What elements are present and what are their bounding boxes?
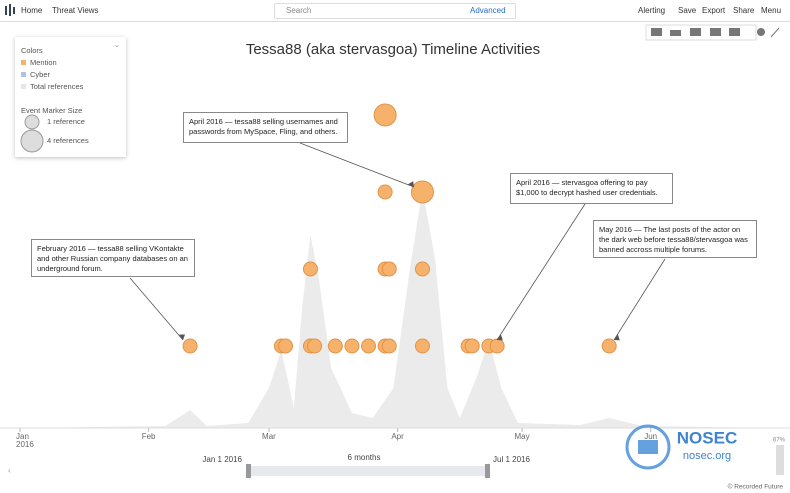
legend-size-label: 4 references (47, 136, 89, 145)
event-marker (601, 338, 617, 354)
legend-sizes: 1 reference 4 references (20, 114, 89, 153)
legend-title: Event Marker Size (21, 106, 83, 115)
legend-swatch (21, 60, 26, 65)
total-references-area (20, 190, 771, 428)
event-marker (414, 261, 430, 277)
legend-swatch (21, 84, 26, 89)
zoom-level: 67% (773, 438, 786, 444)
range-selection (248, 466, 488, 476)
event-marker (307, 338, 323, 354)
search-box[interactable] (274, 3, 516, 19)
event-marker (381, 261, 397, 277)
annotation: April 2016 — tessa88 selling usernames a… (183, 112, 348, 143)
zoom-slider[interactable] (776, 445, 784, 475)
legend-label[interactable]: Cyber (30, 70, 51, 79)
event-marker (373, 103, 397, 127)
x-tick-label: Jan (16, 432, 29, 441)
action-link[interactable]: Export (702, 6, 726, 15)
scroll-left[interactable]: ‹ (8, 466, 11, 475)
annotation: April 2016 — stervasgoa offering to pay … (510, 173, 673, 204)
x-tick-label: Jun (644, 432, 657, 441)
action-link[interactable]: Alerting (638, 6, 666, 15)
annotation-arrow (497, 334, 503, 341)
action-link[interactable]: Menu (761, 6, 782, 15)
legend-size-label: 1 reference (47, 117, 85, 126)
annotation-connector (129, 277, 184, 341)
event-marker (302, 261, 318, 277)
event-marker (377, 184, 393, 200)
legend-label[interactable]: Total references (30, 82, 84, 91)
x-tick-label: Mar (262, 432, 276, 441)
annotation-connector (613, 258, 666, 341)
range-handle[interactable] (246, 464, 251, 478)
advanced-search[interactable]: Advanced (470, 6, 506, 15)
annotation-connector (299, 142, 415, 188)
watermark: NOSEC nosec.org (625, 424, 737, 470)
watermark-title: NOSEC (677, 428, 737, 447)
legend: Colors Event Marker Size ⌄ Mention Cyber T… (15, 37, 126, 157)
event-marker (410, 180, 434, 204)
chart-title: Tessa88 (aka stervasgoa) Timeline Activi… (246, 41, 540, 58)
annotation: February 2016 — tessa88 selling VKontakt… (31, 239, 195, 277)
range-span: 6 months (348, 453, 381, 462)
nav-link[interactable]: Home (21, 6, 43, 15)
action-link[interactable]: Save (678, 6, 697, 15)
nav-link[interactable]: Threat Views (52, 6, 99, 15)
range-start: Jan 1 2016 (202, 455, 242, 464)
annotation-connector (496, 203, 586, 341)
logo (5, 4, 15, 16)
legend-size-marker (24, 114, 40, 130)
legend-label[interactable]: Mention (30, 58, 57, 67)
event-marker (327, 338, 343, 354)
watermark-url: nosec.org (683, 450, 731, 462)
annotation-arrow (407, 181, 414, 187)
event-marker (464, 338, 480, 354)
annotation-arrow (614, 334, 620, 341)
annotation: May 2016 — The last posts of the actor o… (593, 220, 757, 258)
legend-swatch (21, 72, 26, 77)
legend-title: Colors (21, 46, 43, 55)
annotation-arrow (178, 334, 186, 340)
search-placeholder[interactable]: Search (286, 6, 312, 15)
x-tick-label: Apr (391, 432, 404, 441)
event-marker (278, 338, 294, 354)
event-marker (489, 338, 505, 354)
footer: © Recorded Future (728, 483, 784, 491)
event-marker (381, 338, 397, 354)
range-handle[interactable] (485, 464, 490, 478)
event-marker (414, 338, 430, 354)
x-tick-label: Feb (142, 432, 156, 441)
legend-collapse[interactable]: ⌄ (113, 40, 120, 49)
action-link[interactable]: Share (733, 6, 755, 15)
event-marker (361, 338, 377, 354)
year-label: 2016 (16, 440, 34, 449)
legend-size-marker (20, 129, 44, 153)
event-marker (182, 338, 198, 354)
range-end: Jul 1 2016 (493, 455, 530, 464)
view-switcher[interactable] (645, 24, 780, 41)
top-bar: Home Threat Views Search Advanced Alerti… (0, 0, 790, 22)
x-tick-label: May (514, 432, 529, 441)
event-marker (344, 338, 360, 354)
